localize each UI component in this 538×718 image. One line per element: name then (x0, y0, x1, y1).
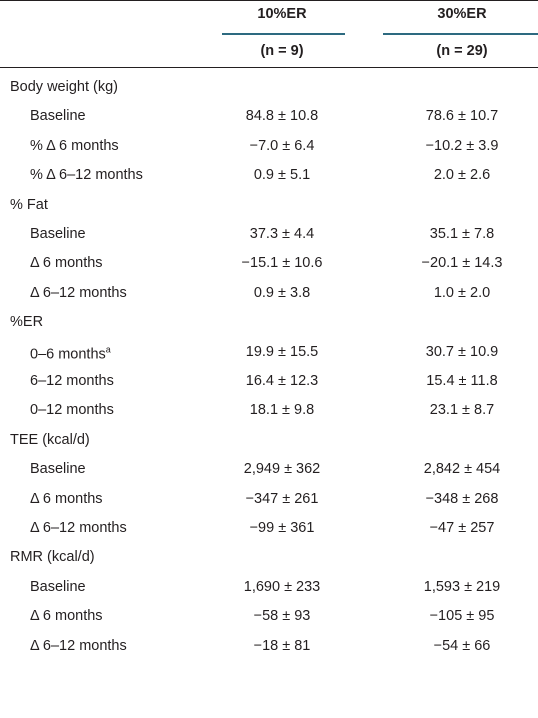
cell: 35.1 ± 7.8 (429, 226, 495, 242)
cell: 30.7 ± 10.9 (425, 343, 499, 360)
cell: 37.3 ± 4.4 (249, 226, 315, 242)
row-label: Δ 6 months (30, 607, 103, 625)
cell: 15.4 ± 11.8 (426, 373, 498, 389)
row-label: Baseline (30, 578, 86, 596)
label-text: Δ 6 months (30, 608, 103, 625)
cell: −58 ± 93 (253, 608, 311, 625)
column-header: 10%ER (257, 6, 307, 22)
section-title: Body weight (kg) (10, 79, 118, 95)
row-label: Baseline (30, 107, 86, 125)
cell: −347 ± 261 (245, 490, 319, 507)
cell: 84.8 ± 10.8 (245, 108, 319, 125)
cell: 0.9 ± 3.8 (253, 284, 311, 301)
row-label: Baseline (30, 225, 86, 243)
cell: −47 ± 257 (429, 520, 495, 536)
column-subheader: (n = 29) (436, 43, 488, 59)
cell: 1,690 ± 233 (243, 578, 321, 595)
cell: 1.0 ± 2.0 (433, 284, 491, 301)
section-title: RMR (kcal/d) (10, 549, 95, 566)
label-text: % Δ 6 months (30, 137, 119, 154)
column-header: 30%ER (437, 6, 487, 22)
row-label: 6–12 months (30, 372, 114, 390)
row-label: 0–12 months (30, 401, 114, 419)
label-text: Baseline (30, 108, 86, 125)
label-text: Δ 6–12 months (30, 520, 127, 536)
label-text: Baseline (30, 578, 86, 595)
label-text: Δ 6 months (30, 255, 103, 272)
cell: 0.9 ± 5.1 (253, 167, 311, 184)
row-label: % Δ 6–12 months (30, 166, 143, 184)
row-label: Δ 6–12 months (30, 519, 127, 537)
cell: −54 ± 66 (433, 637, 491, 654)
row-label: Baseline (30, 460, 86, 478)
column-rule (222, 33, 345, 35)
label-text: 0–12 months (30, 402, 114, 419)
cell: −7.0 ± 6.4 (249, 137, 315, 154)
label-text: Δ 6 months (30, 490, 103, 507)
cell: −348 ± 268 (425, 490, 499, 507)
cell: −105 ± 95 (429, 608, 495, 625)
label-text: Δ 6–12 months (30, 284, 127, 301)
cell: 1,593 ± 219 (423, 578, 501, 595)
cell: 2,842 ± 454 (423, 461, 501, 478)
row-label: 0–6 monthsa (30, 340, 111, 363)
cell: 18.1 ± 9.8 (249, 402, 315, 419)
top-rule (0, 0, 538, 1)
cell: 2,949 ± 362 (243, 461, 321, 478)
cell: −18 ± 81 (253, 637, 311, 654)
label-text: Baseline (30, 461, 86, 478)
cell: −10.2 ± 3.9 (425, 137, 499, 154)
section-title: %ER (10, 314, 44, 331)
label-text: Baseline (30, 226, 86, 242)
row-label: Δ 6–12 months (30, 637, 127, 655)
cell: 23.1 ± 8.7 (429, 402, 495, 419)
section-title: % Fat (10, 196, 48, 213)
cell: 16.4 ± 12.3 (245, 373, 319, 389)
cell: 78.6 ± 10.7 (425, 108, 499, 125)
label-text: Δ 6–12 months (30, 637, 127, 654)
row-label: % Δ 6 months (30, 137, 119, 155)
section-title: TEE (kcal/d) (10, 431, 90, 448)
label-text: 0–6 months (30, 346, 106, 363)
cell: 2.0 ± 2.6 (433, 167, 491, 184)
cell: −15.1 ± 10.6 (241, 255, 323, 272)
cell: −20.1 ± 14.3 (421, 255, 503, 272)
header-rule (0, 67, 538, 68)
footnote-mark: a (105, 344, 111, 355)
row-label: Δ 6–12 months (30, 284, 127, 302)
column-subheader: (n = 9) (260, 43, 304, 59)
cell: −99 ± 361 (249, 520, 315, 536)
row-label: Δ 6 months (30, 254, 103, 272)
label-text: 6–12 months (30, 373, 114, 389)
cell: 19.9 ± 15.5 (245, 343, 319, 360)
column-rule (383, 33, 538, 35)
row-label: Δ 6 months (30, 490, 103, 508)
label-text: % Δ 6–12 months (30, 167, 143, 184)
